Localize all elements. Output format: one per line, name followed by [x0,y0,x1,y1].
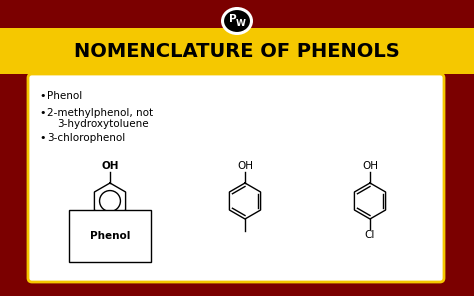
Text: •: • [39,91,46,101]
Text: Phenol: Phenol [47,91,82,101]
Text: 3-hydroxytoluene: 3-hydroxytoluene [57,119,149,129]
FancyBboxPatch shape [28,74,444,282]
Text: NOMENCLATURE OF PHENOLS: NOMENCLATURE OF PHENOLS [74,41,400,60]
Text: OH: OH [362,161,378,171]
Text: P: P [229,14,237,24]
Text: Phenol: Phenol [90,231,130,241]
Text: 3-chlorophenol: 3-chlorophenol [47,133,125,143]
Text: Cl: Cl [365,230,375,240]
Ellipse shape [221,7,253,35]
Text: W: W [236,19,246,28]
Text: OH: OH [237,161,253,171]
Text: •: • [39,108,46,118]
Text: •: • [39,133,46,143]
FancyBboxPatch shape [0,28,474,74]
Ellipse shape [223,9,251,33]
Text: 2-methylphenol, not: 2-methylphenol, not [47,108,153,118]
Text: OH: OH [101,161,119,171]
